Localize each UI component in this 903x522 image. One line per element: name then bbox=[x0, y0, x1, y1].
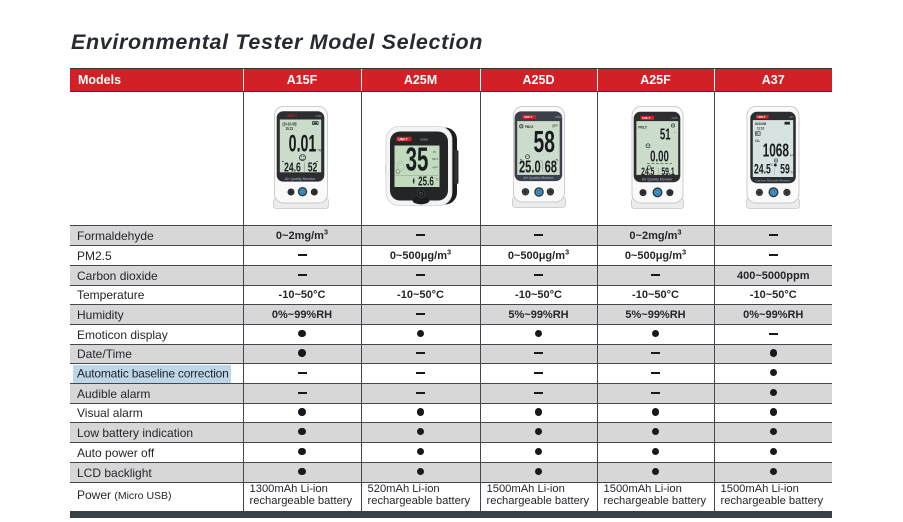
svg-text:A25M: A25M bbox=[420, 138, 428, 142]
svg-text:°: ° bbox=[557, 160, 559, 164]
svg-text:52: 52 bbox=[307, 161, 317, 175]
svg-text:51: 51 bbox=[659, 125, 670, 143]
svg-text:59: 59 bbox=[780, 161, 790, 177]
svg-text:°: ° bbox=[540, 160, 542, 164]
svg-text:UNI-T: UNI-T bbox=[642, 116, 650, 120]
svg-text:μg/m³: μg/m³ bbox=[552, 123, 558, 128]
svg-text:M: M bbox=[756, 131, 759, 135]
svg-text:A37: A37 bbox=[789, 115, 794, 119]
svg-text:mg: mg bbox=[317, 148, 321, 153]
svg-text:20/10/08: 20/10/08 bbox=[754, 122, 765, 127]
svg-text:UNI-T: UNI-T bbox=[287, 113, 297, 119]
svg-text:15:21: 15:21 bbox=[285, 127, 293, 132]
svg-text:μg/m³: μg/m³ bbox=[432, 166, 438, 169]
svg-text:ppm: ppm bbox=[790, 154, 794, 157]
svg-text:24.5: 24.5 bbox=[641, 165, 654, 177]
svg-text:A15F: A15F bbox=[315, 114, 322, 118]
svg-text:Air Quality Monitor: Air Quality Monitor bbox=[284, 177, 315, 181]
svg-text:°C: °C bbox=[435, 177, 439, 182]
svg-text:PM2.5: PM2.5 bbox=[638, 125, 646, 130]
svg-text:A25D: A25D bbox=[555, 115, 562, 119]
svg-text:(20-10-08): (20-10-08) bbox=[282, 122, 297, 127]
svg-text:°: ° bbox=[674, 131, 676, 135]
svg-text:25.0: 25.0 bbox=[518, 157, 540, 177]
svg-text:PM2.5: PM2.5 bbox=[432, 158, 439, 161]
svg-text:UNI-T: UNI-T bbox=[398, 137, 408, 141]
svg-text:PM2.5: PM2.5 bbox=[525, 125, 533, 130]
svg-text:CO₂: CO₂ bbox=[754, 138, 760, 142]
svg-text:°C: °C bbox=[770, 162, 774, 167]
svg-text:Carbon Dioxide Monitor: Carbon Dioxide Monitor bbox=[755, 179, 791, 183]
svg-text:UNI-T: UNI-T bbox=[757, 115, 765, 119]
svg-text:%: % bbox=[790, 170, 793, 175]
svg-text:Air Quality Monitor: Air Quality Monitor bbox=[523, 176, 554, 180]
svg-text:24.6: 24.6 bbox=[284, 161, 301, 175]
svg-text:A25F: A25F bbox=[671, 116, 678, 120]
svg-text:UNI-T: UNI-T bbox=[524, 115, 532, 119]
svg-text:68: 68 bbox=[544, 157, 556, 177]
svg-text:58: 58 bbox=[533, 126, 554, 160]
svg-text:Air Quality Monitor: Air Quality Monitor bbox=[641, 178, 672, 182]
svg-text:59.1: 59.1 bbox=[661, 165, 674, 177]
svg-text:1068: 1068 bbox=[762, 141, 789, 161]
svg-text:35: 35 bbox=[405, 141, 428, 178]
svg-text:11:10: 11:10 bbox=[757, 126, 764, 131]
svg-text:0.00: 0.00 bbox=[650, 147, 669, 165]
svg-text:25.6: 25.6 bbox=[418, 175, 434, 189]
svg-text:0.01: 0.01 bbox=[288, 131, 316, 158]
svg-text:°: ° bbox=[655, 167, 657, 171]
svg-text:24.5: 24.5 bbox=[753, 161, 770, 177]
svg-text:35: 35 bbox=[433, 150, 436, 154]
